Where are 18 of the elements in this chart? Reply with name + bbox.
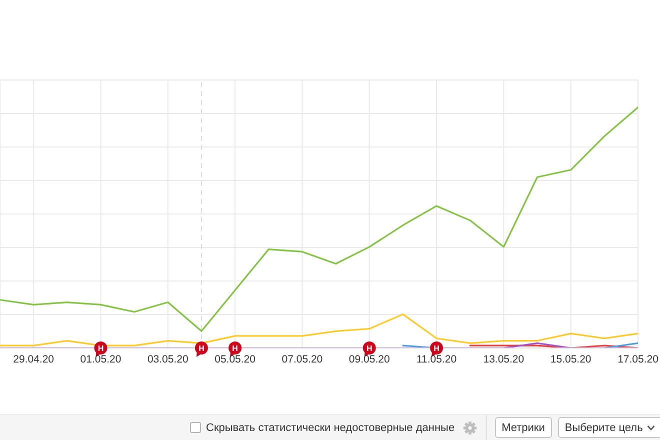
- annotation: Н: [232, 344, 238, 353]
- x-tick-label: 03.05.20: [147, 353, 188, 366]
- x-tick-label: 09.05.20: [348, 353, 390, 366]
- x-tick-label: 07.05.20: [282, 353, 323, 366]
- annotation: Н: [198, 344, 205, 353]
- annotation: Н: [366, 344, 372, 353]
- annotation: Н: [98, 344, 104, 353]
- x-tick-label: 11.05.20: [416, 353, 457, 366]
- x-tick-label: 17.05.20: [618, 353, 659, 366]
- x-tick-label: 01.05.20: [80, 353, 122, 366]
- toolbar: Скрывать статистически недостоверные данные Метрики Выберите цель: [0, 414, 660, 440]
- button: Метрики: [494, 417, 552, 438]
- annotation: Н: [434, 344, 440, 353]
- dropdown-button: Выберите цель: [558, 417, 660, 438]
- x-tick-label: 13.05.20: [483, 353, 524, 366]
- x-tick-label: 29.04.20: [13, 353, 54, 366]
- x-tick-label: 15.05.20: [550, 353, 592, 366]
- x-tick-label: 05.05.20: [214, 353, 256, 366]
